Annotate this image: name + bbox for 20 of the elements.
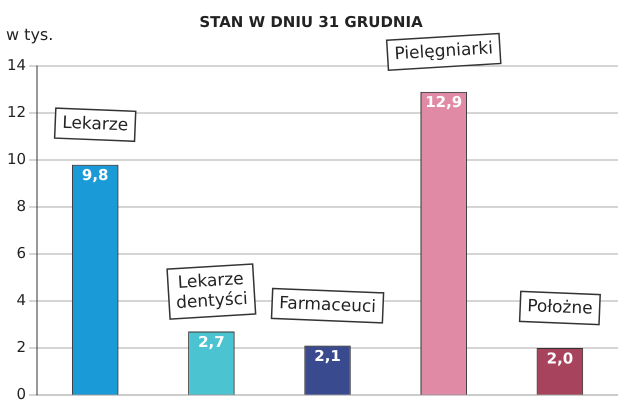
data-label: 9,8: [82, 166, 108, 184]
y-tick-label: 2: [16, 338, 26, 356]
y-tick-label: 10: [6, 150, 26, 168]
data-label: 2,1: [314, 347, 341, 366]
chart-title: STAN W DNIU 31 GRUDNIA: [199, 12, 424, 31]
y-tick-label: 14: [6, 56, 26, 74]
x-tick-label: Pielęgniarki: [394, 38, 494, 64]
y-tick-label: 6: [16, 244, 26, 262]
y-tick-label: 12: [6, 102, 26, 121]
data-label: 12,9: [425, 93, 462, 112]
x-tick-label: Farmaceuci: [278, 293, 376, 317]
y-tick-label: 8: [16, 196, 26, 215]
y-tick-label: 4: [16, 290, 26, 309]
x-tick-label: Lekarze: [62, 112, 129, 136]
y-tick-label: 0: [16, 384, 26, 403]
x-tick-label: Położne: [526, 296, 593, 319]
data-label: 2,7: [198, 332, 225, 351]
x-tick-label: Lekarze dentyści: [176, 269, 248, 314]
y-axis-title: w tys.: [6, 25, 54, 44]
data-label: 2,0: [546, 349, 574, 368]
